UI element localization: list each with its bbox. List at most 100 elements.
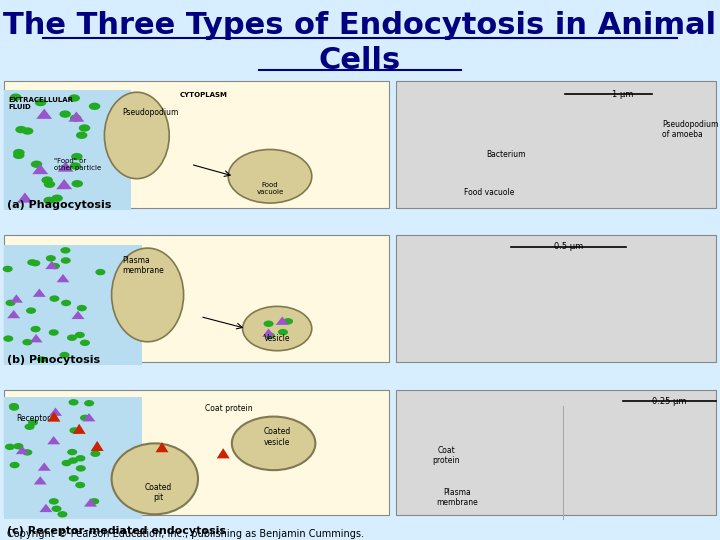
Polygon shape (10, 294, 23, 302)
Circle shape (44, 180, 55, 188)
Text: Copyright © Pearson Education, Inc., publishing as Benjamin Cummings.: Copyright © Pearson Education, Inc., pub… (7, 529, 364, 538)
Text: Vesicle: Vesicle (264, 334, 290, 343)
Circle shape (243, 306, 312, 350)
Text: "Food" or
other particle: "Food" or other particle (54, 158, 102, 171)
Text: Coat
protein: Coat protein (433, 446, 460, 465)
Polygon shape (91, 441, 104, 451)
Circle shape (13, 149, 24, 156)
Polygon shape (71, 311, 84, 319)
Bar (4, 90, 131, 210)
Polygon shape (262, 328, 275, 337)
Bar (4, 397, 143, 519)
Text: Receptor: Receptor (16, 414, 50, 423)
Circle shape (27, 259, 37, 266)
Circle shape (61, 460, 71, 466)
Circle shape (59, 110, 71, 118)
Text: Plasma
membrane: Plasma membrane (436, 488, 478, 507)
Text: (b) Pinocytosis: (b) Pinocytosis (7, 355, 100, 365)
Polygon shape (276, 316, 289, 325)
Circle shape (37, 356, 47, 363)
Polygon shape (33, 288, 46, 297)
Circle shape (67, 334, 77, 341)
Ellipse shape (112, 248, 184, 342)
Circle shape (68, 94, 80, 102)
Circle shape (60, 257, 71, 264)
Circle shape (76, 132, 87, 139)
Circle shape (22, 339, 32, 346)
Circle shape (76, 455, 86, 462)
Circle shape (30, 260, 40, 266)
Text: EXTRACELLULAR
FLUID: EXTRACELLULAR FLUID (9, 97, 73, 110)
Circle shape (228, 150, 312, 203)
Text: Coated
pit: Coated pit (145, 483, 172, 502)
Circle shape (5, 444, 15, 450)
FancyBboxPatch shape (4, 235, 389, 362)
Circle shape (71, 153, 83, 160)
Polygon shape (36, 109, 52, 119)
Circle shape (28, 420, 38, 426)
Bar (4, 245, 143, 364)
Circle shape (6, 300, 16, 306)
Polygon shape (68, 112, 84, 122)
Polygon shape (48, 436, 60, 444)
FancyBboxPatch shape (4, 390, 389, 515)
FancyBboxPatch shape (4, 80, 389, 207)
Circle shape (9, 403, 19, 409)
Text: 0.25 μm: 0.25 μm (652, 397, 687, 406)
Circle shape (278, 329, 288, 335)
Circle shape (60, 247, 71, 254)
Polygon shape (56, 274, 69, 282)
Circle shape (265, 333, 275, 339)
Circle shape (70, 114, 81, 122)
Circle shape (89, 498, 99, 504)
Ellipse shape (112, 443, 198, 514)
Circle shape (50, 295, 60, 302)
Circle shape (3, 266, 13, 272)
Circle shape (51, 505, 61, 512)
Ellipse shape (104, 92, 169, 179)
Circle shape (89, 103, 100, 110)
Text: 0.5 μm: 0.5 μm (554, 242, 583, 251)
Text: Food vacuole: Food vacuole (464, 188, 515, 197)
Circle shape (46, 255, 56, 261)
Polygon shape (17, 193, 33, 202)
Polygon shape (16, 446, 29, 454)
Circle shape (4, 335, 14, 342)
Text: Food
vacuole: Food vacuole (256, 182, 284, 195)
Polygon shape (34, 476, 47, 484)
Text: Coat protein: Coat protein (205, 404, 253, 413)
Circle shape (49, 329, 59, 336)
Circle shape (70, 163, 81, 170)
Polygon shape (56, 179, 72, 189)
Polygon shape (30, 334, 42, 342)
Circle shape (76, 465, 86, 471)
Polygon shape (73, 424, 86, 434)
Polygon shape (37, 462, 50, 471)
FancyBboxPatch shape (396, 80, 716, 207)
Text: (c) Receptor-mediated endocytosis: (c) Receptor-mediated endocytosis (7, 526, 226, 536)
Circle shape (22, 127, 33, 135)
Circle shape (51, 194, 63, 202)
Circle shape (67, 449, 77, 455)
Text: Plasma
membrane: Plasma membrane (122, 256, 164, 275)
Polygon shape (83, 413, 96, 421)
Circle shape (26, 307, 36, 314)
Circle shape (24, 423, 35, 430)
Circle shape (15, 126, 27, 133)
Circle shape (9, 404, 19, 411)
Text: (a) Phagocytosis: (a) Phagocytosis (7, 200, 112, 210)
Circle shape (30, 326, 40, 332)
Circle shape (84, 400, 94, 407)
Circle shape (68, 457, 78, 464)
Text: Bacterium: Bacterium (486, 150, 526, 159)
Circle shape (41, 177, 53, 184)
Circle shape (22, 449, 32, 456)
Circle shape (31, 160, 42, 168)
Circle shape (14, 443, 24, 449)
Circle shape (13, 152, 24, 159)
Circle shape (35, 99, 46, 106)
Polygon shape (48, 411, 60, 422)
Circle shape (69, 427, 79, 434)
Circle shape (283, 318, 293, 325)
Circle shape (90, 450, 100, 457)
